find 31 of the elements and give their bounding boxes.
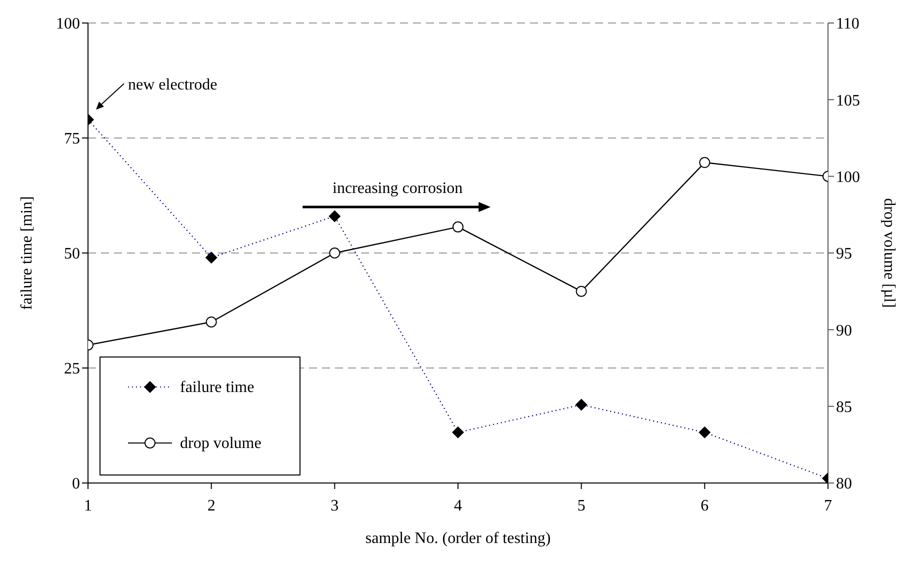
y2-axis-title: drop volume [µl] [880,198,898,308]
x-tick-label: 5 [577,497,586,514]
y2-tick-label: 105 [836,92,860,110]
y-tick-label: 25 [64,360,80,378]
point [699,157,710,168]
y-tick-label: 100 [56,16,80,33]
y-tick-label: 0 [72,476,80,493]
y2-tick-label: 95 [836,246,852,263]
y2-tick-label: 80 [836,476,852,493]
point [452,221,464,232]
y2-tick-label: 110 [836,16,860,33]
annotation: increasing corrosion [332,180,463,197]
legend-label: drop volume [180,435,262,452]
legend-label: failure time [180,379,254,396]
x-axis-title: sample No. (order of testing) [365,530,551,547]
y-tick-label: 75 [64,130,80,148]
x-tick-label: 2 [207,497,216,514]
y2-tick-label: 85 [836,399,852,416]
point [206,316,217,328]
point [329,248,340,258]
y2-tick-label: 100 [836,169,860,186]
y-tick-label: 50 [64,246,80,263]
x-tick-label: 7 [824,497,832,514]
y-axis-title: failure time [min] [18,196,36,310]
point [576,286,587,297]
annotation: new electrode [128,76,218,94]
x-tick-label: 4 [454,497,462,514]
x-tick-label: 6 [700,497,709,514]
x-tick-label: 3 [330,497,339,514]
y2-tick-label: 90 [836,322,852,340]
x-tick-label: 1 [84,497,92,514]
